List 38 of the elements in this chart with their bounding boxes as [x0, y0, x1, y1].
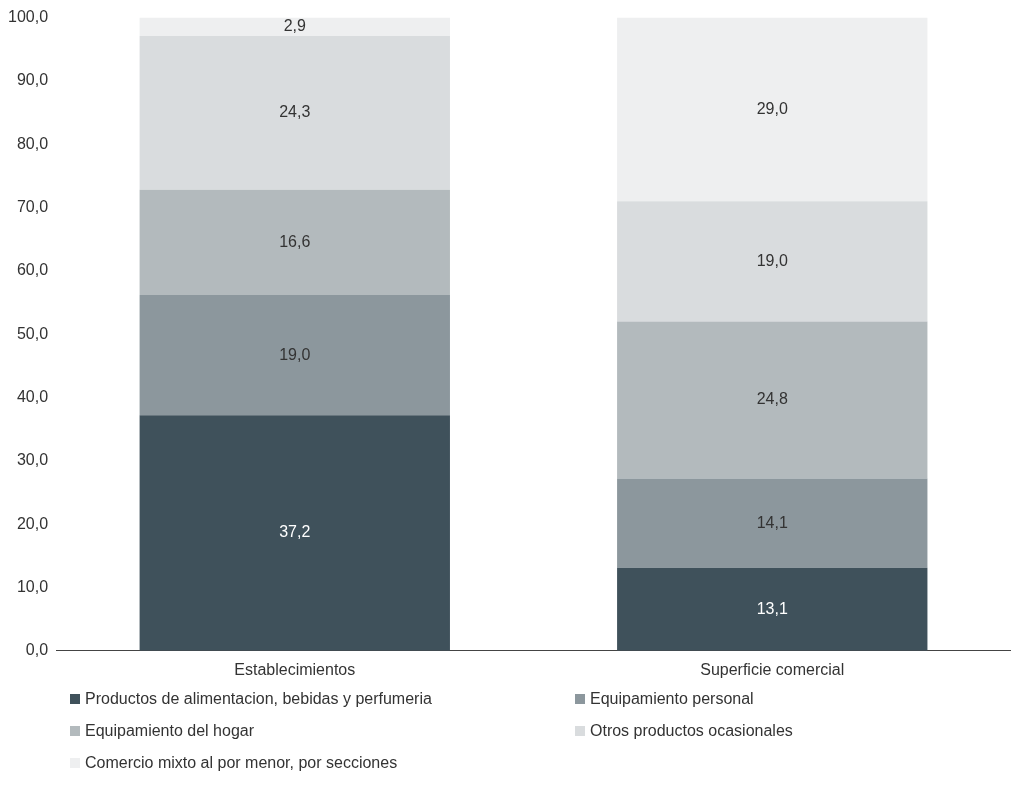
y-tick-label: 100,0 — [7, 8, 49, 26]
data-label: 16,6 — [279, 232, 311, 250]
legend-label: Equipamiento personal — [590, 690, 754, 708]
data-label: 37,2 — [279, 523, 311, 541]
data-label: 14,1 — [756, 513, 788, 531]
bar — [617, 321, 928, 479]
data-label: 24,3 — [279, 103, 311, 121]
data-label: 19,0 — [756, 251, 788, 269]
data-label: 29,0 — [756, 99, 788, 117]
bar — [139, 415, 450, 651]
legend-label: Comercio mixto al por menor, por secciones — [85, 754, 398, 772]
y-tick-label: 10,0 — [16, 577, 49, 595]
y-tick-label: 60,0 — [16, 261, 49, 279]
bar — [139, 189, 450, 295]
bar — [617, 478, 928, 568]
y-tick-label: 30,0 — [16, 451, 49, 469]
bar — [617, 567, 928, 651]
y-tick-label: 20,0 — [16, 514, 49, 532]
data-label: 13,1 — [756, 599, 788, 617]
data-label: 2,9 — [283, 17, 306, 35]
data-label: 24,8 — [756, 390, 788, 408]
x-tick-label: Establecimientos — [234, 660, 356, 678]
bar — [139, 294, 450, 416]
legend-label: Equipamiento del hogar — [85, 722, 255, 740]
bar — [617, 201, 928, 322]
x-tick-label: Superficie comercial — [700, 660, 845, 678]
y-tick-label: 90,0 — [16, 71, 49, 89]
bar — [139, 35, 450, 190]
y-tick-label: 80,0 — [16, 134, 49, 152]
bar — [139, 17, 450, 36]
bar — [617, 17, 928, 202]
y-tick-label: 50,0 — [16, 324, 49, 342]
y-tick-label: 40,0 — [16, 387, 49, 405]
legend-label: Otros productos ocasionales — [590, 722, 793, 740]
legend-label: Productos de alimentacion, bebidas y perfumeria — [85, 690, 432, 708]
data-label: 19,0 — [279, 345, 311, 363]
y-tick-label: 0,0 — [25, 641, 49, 659]
y-tick-label: 70,0 — [16, 197, 49, 215]
